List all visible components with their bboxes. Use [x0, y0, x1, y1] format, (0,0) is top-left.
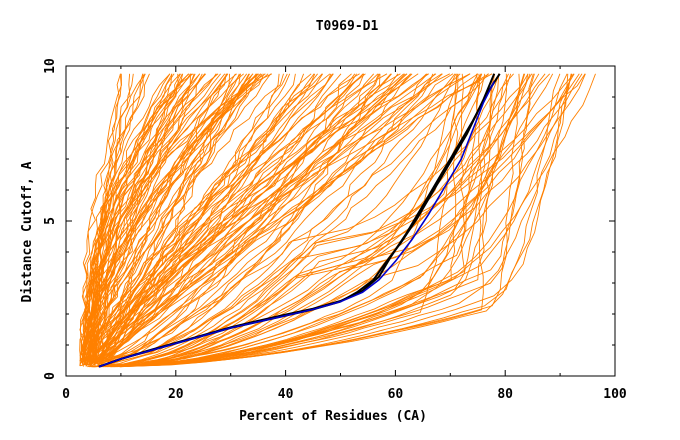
- model-curve: [99, 73, 419, 365]
- highlight-blue: [98, 81, 495, 368]
- model-curve: [112, 73, 496, 368]
- model-curve: [109, 73, 231, 367]
- model-curve: [113, 73, 533, 368]
- model-curve: [109, 73, 380, 363]
- x-tick-label: 20: [168, 387, 184, 402]
- model-curve: [100, 73, 236, 364]
- y-tick-label: 5: [43, 217, 58, 225]
- model-curve: [119, 73, 568, 368]
- model-curve: [100, 73, 381, 364]
- model-curve: [85, 73, 240, 365]
- model-curve: [89, 73, 201, 363]
- model-curve: [101, 73, 288, 361]
- model-curve: [85, 73, 217, 367]
- model-curve: [105, 73, 575, 368]
- model-curve: [81, 73, 122, 367]
- model-curve: [95, 73, 227, 363]
- model-curve: [93, 73, 580, 368]
- model-curve: [109, 73, 253, 365]
- model-curve: [89, 73, 356, 362]
- model-curve: [93, 73, 334, 366]
- model-curve: [84, 73, 190, 361]
- x-tick-label: 0: [62, 387, 70, 402]
- model-curve: [90, 73, 250, 362]
- model-curve: [99, 73, 575, 368]
- model-curve: [98, 73, 551, 368]
- model-curve: [91, 73, 228, 362]
- chart-title: T0969-D1: [316, 19, 379, 34]
- model-curve: [110, 73, 572, 368]
- x-axis-label: Percent of Residues (CA): [239, 409, 427, 424]
- model-curve: [108, 73, 482, 365]
- model-curve: [94, 73, 583, 368]
- model-curve: [88, 73, 181, 366]
- x-tick-label: 80: [497, 387, 513, 402]
- axes: 0 20 40 60 80 100 0 5 10: [43, 58, 627, 402]
- model-curve: [84, 73, 229, 363]
- model-curve: [102, 73, 316, 365]
- model-curve: [90, 73, 408, 367]
- model-curve: [82, 73, 399, 366]
- model-curve: [98, 73, 427, 366]
- model-curve: [103, 73, 525, 368]
- model-curve: [89, 73, 529, 368]
- model-curve: [107, 73, 483, 368]
- model-curve: [79, 73, 171, 367]
- model-curve: [102, 73, 512, 368]
- model-curve: [103, 73, 443, 364]
- model-curve: [112, 73, 428, 364]
- model-curve: [90, 73, 454, 365]
- model-curve: [94, 73, 272, 364]
- model-curve: [100, 73, 471, 363]
- model-curve: [106, 73, 357, 365]
- model-curve: [94, 73, 411, 363]
- model-curve: [91, 73, 531, 368]
- model-curve: [79, 73, 146, 364]
- model-curve: [89, 73, 484, 368]
- model-curve: [94, 73, 500, 368]
- model-curve: [92, 73, 273, 363]
- model-curve: [94, 73, 248, 363]
- model-curve: [84, 73, 471, 361]
- model-curve: [113, 73, 509, 368]
- model-curve: [82, 73, 254, 365]
- model-curve: [99, 73, 305, 367]
- model-curve: [120, 73, 569, 368]
- model-curve: [110, 73, 500, 368]
- y-tick-label: 10: [43, 58, 58, 74]
- model-curve: [90, 73, 461, 362]
- model-curve: [107, 73, 366, 363]
- model-curve: [109, 73, 456, 365]
- x-tick-label: 60: [388, 387, 404, 402]
- y-tick-label: 0: [43, 372, 58, 380]
- model-curve: [87, 73, 479, 368]
- y-axis-label: Distance Cutoff, A: [20, 161, 35, 302]
- model-curve: [98, 73, 406, 366]
- model-curve: [104, 73, 380, 364]
- model-curve: [98, 73, 458, 368]
- model-curve: [119, 73, 554, 368]
- model-curve: [102, 73, 228, 365]
- model-curve: [80, 73, 436, 367]
- x-tick-label: 40: [278, 387, 294, 402]
- x-tick-label: 100: [603, 387, 627, 402]
- highlighted-model-curves: [98, 73, 501, 368]
- model-curve: [120, 73, 508, 368]
- model-curve: [107, 73, 388, 362]
- model-curve: [90, 73, 203, 367]
- background-model-curves: [79, 73, 596, 368]
- model-curve: [98, 73, 493, 363]
- model-curve: [89, 73, 218, 362]
- model-curve: [116, 73, 459, 368]
- model-curve: [91, 73, 134, 361]
- model-curve: [89, 73, 324, 366]
- model-curve: [100, 73, 482, 368]
